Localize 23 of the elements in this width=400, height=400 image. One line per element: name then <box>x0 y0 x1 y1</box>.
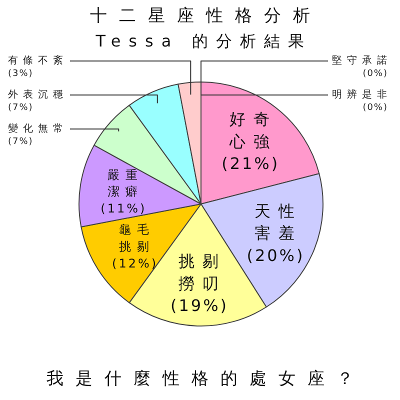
data-label: (19%) <box>170 296 229 316</box>
slice-label: 變化無常 <box>8 122 68 134</box>
slice-label: 天性害羞 <box>254 201 303 243</box>
slice-label: 外表沉穩 <box>8 88 68 100</box>
data-label: (21%) <box>222 154 280 174</box>
slice-label: 嚴重潔癖 <box>108 168 144 199</box>
data-label: (7%) <box>8 137 34 147</box>
category-label: 明辨是非 <box>332 90 392 100</box>
slice-label: 挑剔撈叨 <box>178 251 227 293</box>
category-label: 堅守承諾 <box>332 56 392 66</box>
data-label: (11%) <box>100 201 147 216</box>
chart-title: 十二星座性格分析 <box>90 6 322 26</box>
slice-label: 有條不紊 <box>8 54 68 66</box>
text: (0%) <box>362 103 388 113</box>
data-label: (7%) <box>8 103 34 113</box>
slice-label: 好奇心強 <box>228 109 278 151</box>
data-label: (3%) <box>8 69 34 79</box>
text: 我是什麼性格的處女座？ <box>46 369 366 389</box>
text: (0%) <box>362 69 388 79</box>
slice-label: 龜毛挑剔 <box>119 222 156 254</box>
data-label: (20%) <box>246 246 305 266</box>
chart-subtitle: Tessa 的分析結果 <box>94 32 312 50</box>
data-label: (12%) <box>112 256 158 270</box>
